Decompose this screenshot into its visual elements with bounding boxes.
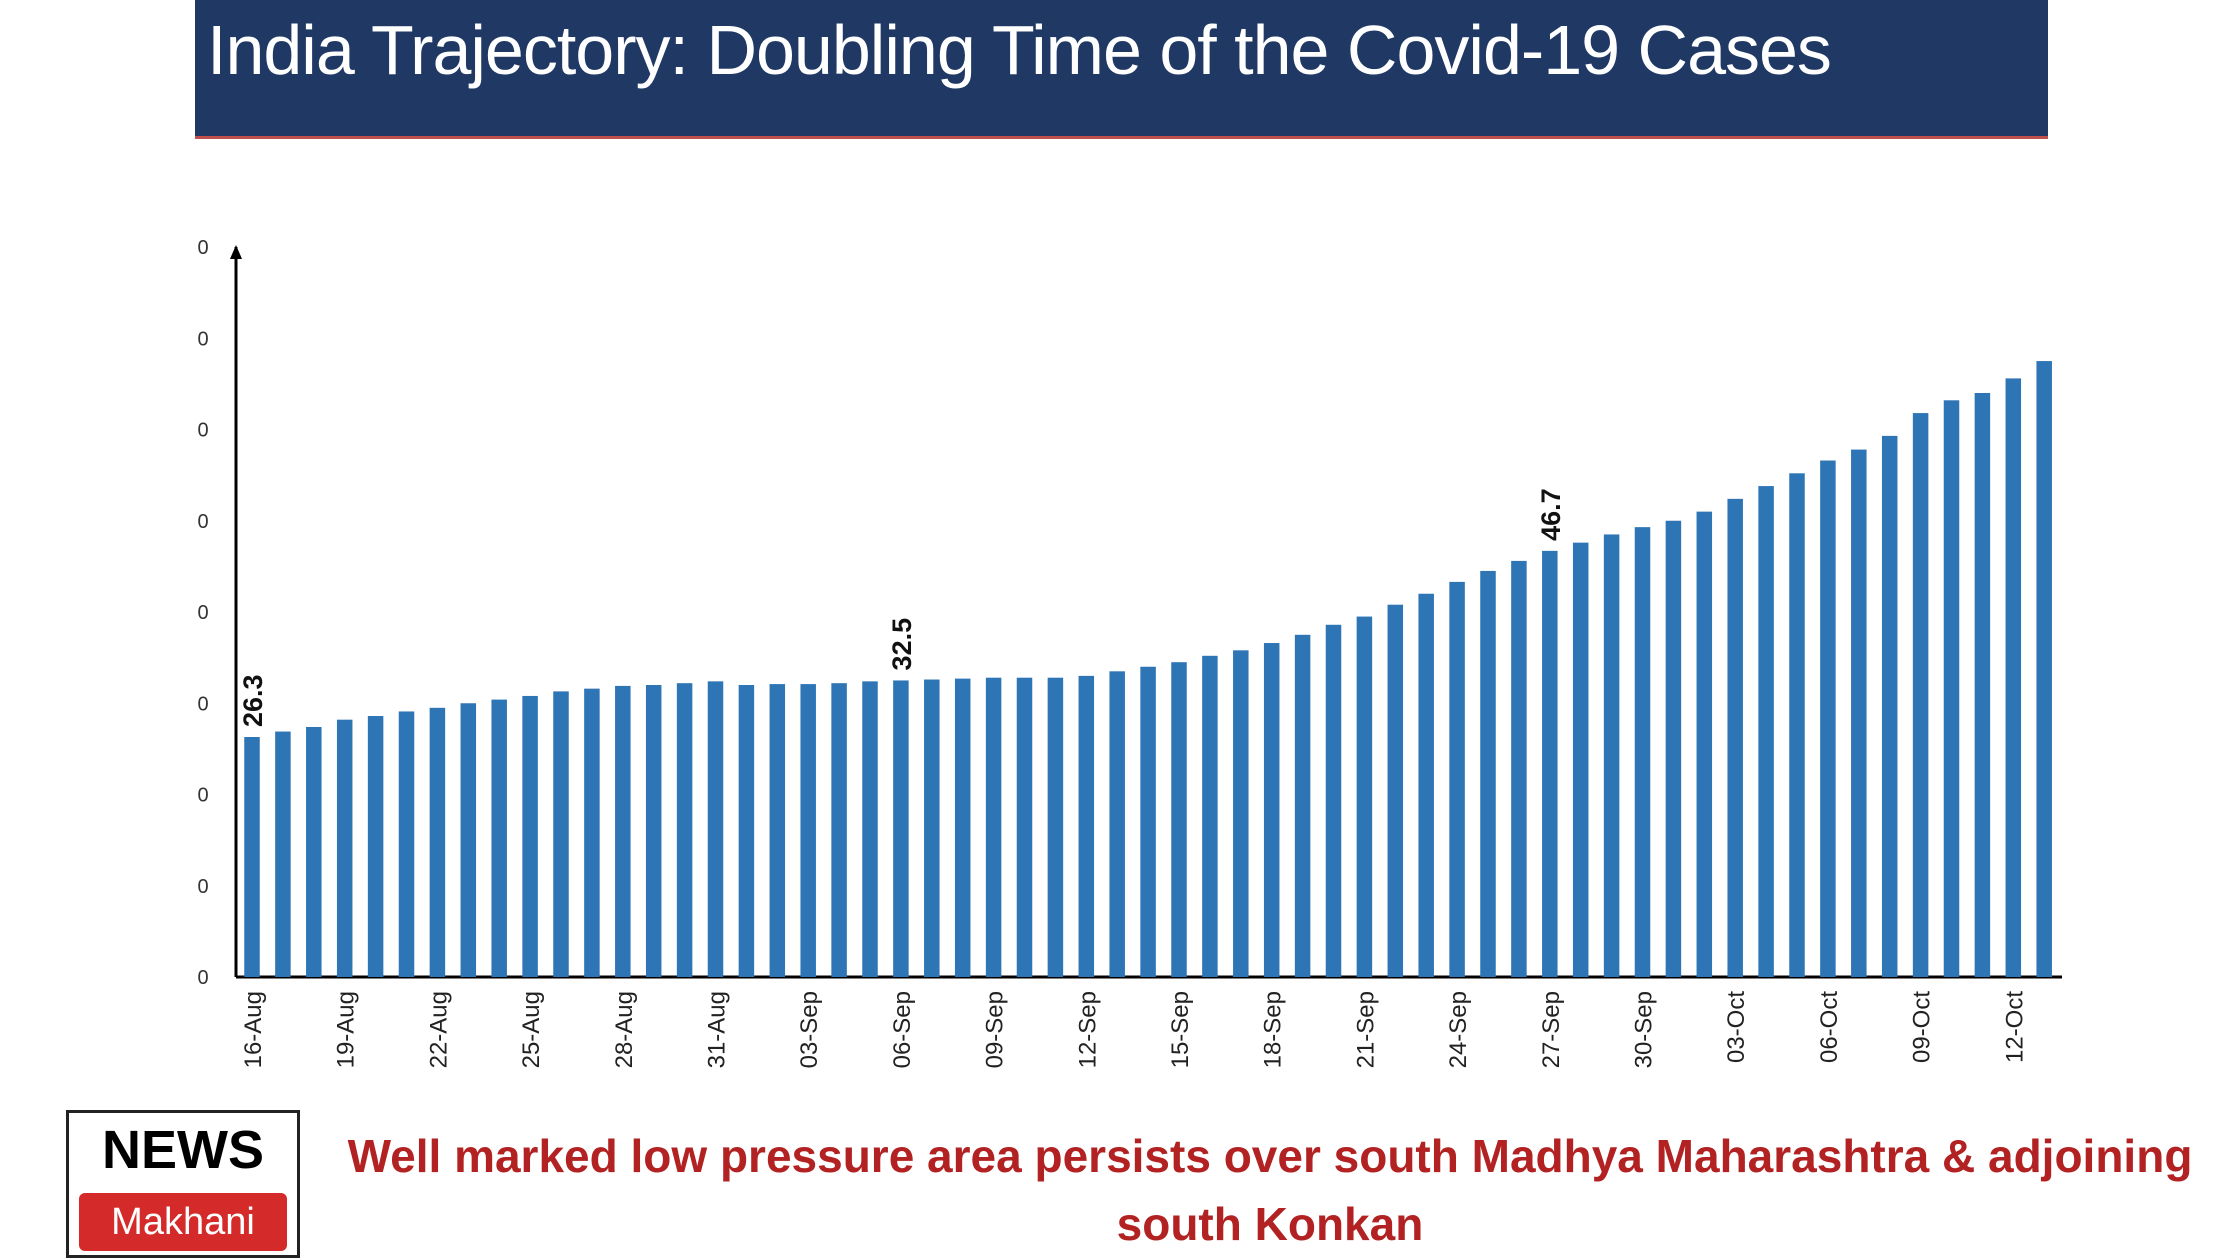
logo-makhani-text: Makhani	[79, 1193, 287, 1251]
x-tick-label: 31-Aug	[704, 991, 731, 1068]
bar	[1294, 634, 1311, 977]
chart-title-bar: India Trajectory: Doubling Time of the C…	[195, 0, 2048, 139]
y-tick-label: 0	[197, 511, 208, 533]
bar	[275, 731, 291, 977]
bar	[1851, 449, 1867, 977]
bar	[954, 678, 971, 977]
y-tick-label: 0	[197, 967, 208, 989]
x-tick-label: 15-Sep	[1167, 991, 1194, 1068]
bar	[1727, 498, 1743, 977]
bar	[1449, 581, 1465, 977]
x-tick-label: 24-Sep	[1445, 991, 1472, 1068]
x-tick-label: 09-Sep	[982, 991, 1009, 1068]
bar	[1016, 677, 1033, 977]
bar	[2036, 361, 2052, 977]
bar	[1511, 560, 1527, 977]
y-tick-label: 0	[197, 237, 208, 259]
x-tick-label: 03-Oct	[1723, 991, 1750, 1063]
bar	[1665, 520, 1682, 977]
bar	[1696, 511, 1713, 977]
bar	[460, 703, 477, 977]
bar	[553, 691, 569, 977]
bar	[1263, 643, 1280, 977]
x-tick-label: 18-Sep	[1260, 991, 1287, 1068]
x-tick-label: 12-Oct	[2001, 991, 2028, 1063]
bar	[738, 685, 755, 977]
bar	[2005, 378, 2022, 977]
bar	[1881, 435, 1898, 977]
bar	[1572, 542, 1589, 977]
bar	[1418, 593, 1434, 977]
x-tick-label: 25-Aug	[518, 991, 545, 1068]
x-tick-label: 09-Oct	[1909, 991, 1936, 1063]
bar	[1047, 677, 1064, 977]
x-tick-label: 30-Sep	[1631, 991, 1658, 1068]
bar	[707, 681, 724, 977]
bar	[1974, 393, 1991, 977]
y-tick-label: 0	[197, 602, 208, 624]
y-tick-label: 0	[197, 328, 208, 350]
bar	[1480, 570, 1496, 977]
x-tick-label: 19-Aug	[333, 991, 360, 1068]
bar	[429, 707, 446, 977]
bar	[985, 677, 1002, 977]
bar	[522, 695, 538, 977]
bar	[1912, 413, 1929, 977]
bar	[1634, 527, 1651, 977]
x-tick-label: 06-Oct	[1816, 991, 1843, 1063]
chart-title: India Trajectory: Doubling Time of the C…	[207, 11, 1832, 89]
bar	[800, 684, 816, 977]
bar	[1758, 486, 1774, 977]
bar	[645, 685, 662, 977]
bar	[893, 680, 909, 977]
bar	[676, 683, 693, 977]
news-headline[interactable]: Well marked low pressure area persists o…	[347, 1130, 2193, 1250]
bar-chart: 0 0 0 0 0 0 0 0 0 16-Aug 19-Aug 22-Aug 25-Aug 28-Aug 3…	[197, 237, 2062, 1068]
y-tick-label: 0	[197, 876, 208, 898]
x-tick-label: 12-Sep	[1074, 991, 1101, 1068]
bar	[1325, 624, 1342, 977]
bar	[1202, 655, 1218, 977]
x-tick-label: 03-Sep	[796, 991, 823, 1068]
bar	[244, 737, 260, 977]
bar	[306, 726, 322, 977]
x-tick-label: 27-Sep	[1538, 991, 1565, 1068]
bar	[1789, 473, 1805, 977]
bar	[1356, 616, 1373, 977]
bar	[615, 685, 631, 977]
bar	[831, 683, 847, 977]
bar	[1603, 534, 1620, 977]
bar	[924, 679, 940, 977]
y-tick-label: 0	[197, 420, 208, 442]
logo-news-text: NEWS	[102, 1120, 264, 1180]
x-tick-label: 06-Sep	[889, 991, 916, 1068]
y-tick-label: 0	[197, 785, 208, 807]
bar	[336, 719, 353, 977]
bar	[769, 684, 786, 977]
bar	[1233, 650, 1249, 977]
bar	[584, 688, 600, 977]
x-tick-label: 21-Sep	[1352, 991, 1379, 1068]
bar	[1387, 604, 1404, 977]
bar	[1542, 550, 1558, 977]
y-tick-label: 0	[197, 693, 208, 715]
bar	[1820, 460, 1836, 977]
bar	[367, 716, 384, 977]
x-tick-label: 16-Aug	[240, 991, 267, 1068]
x-tick-label: 28-Aug	[611, 991, 638, 1068]
data-label: 32.5	[887, 618, 917, 671]
x-tick-label: 22-Aug	[425, 991, 452, 1068]
news-makhani-logo: NEWS Makhani	[66, 1110, 300, 1258]
data-label: 26.3	[238, 674, 268, 727]
bar	[1943, 400, 1960, 977]
bar	[398, 711, 415, 977]
bar	[491, 699, 507, 977]
y-axis-arrow	[230, 245, 242, 259]
bar	[1171, 662, 1187, 977]
bar	[862, 681, 878, 977]
bar	[1109, 671, 1125, 977]
bar	[1140, 666, 1156, 977]
data-label: 46.7	[1536, 488, 1566, 541]
bar	[1078, 675, 1095, 977]
